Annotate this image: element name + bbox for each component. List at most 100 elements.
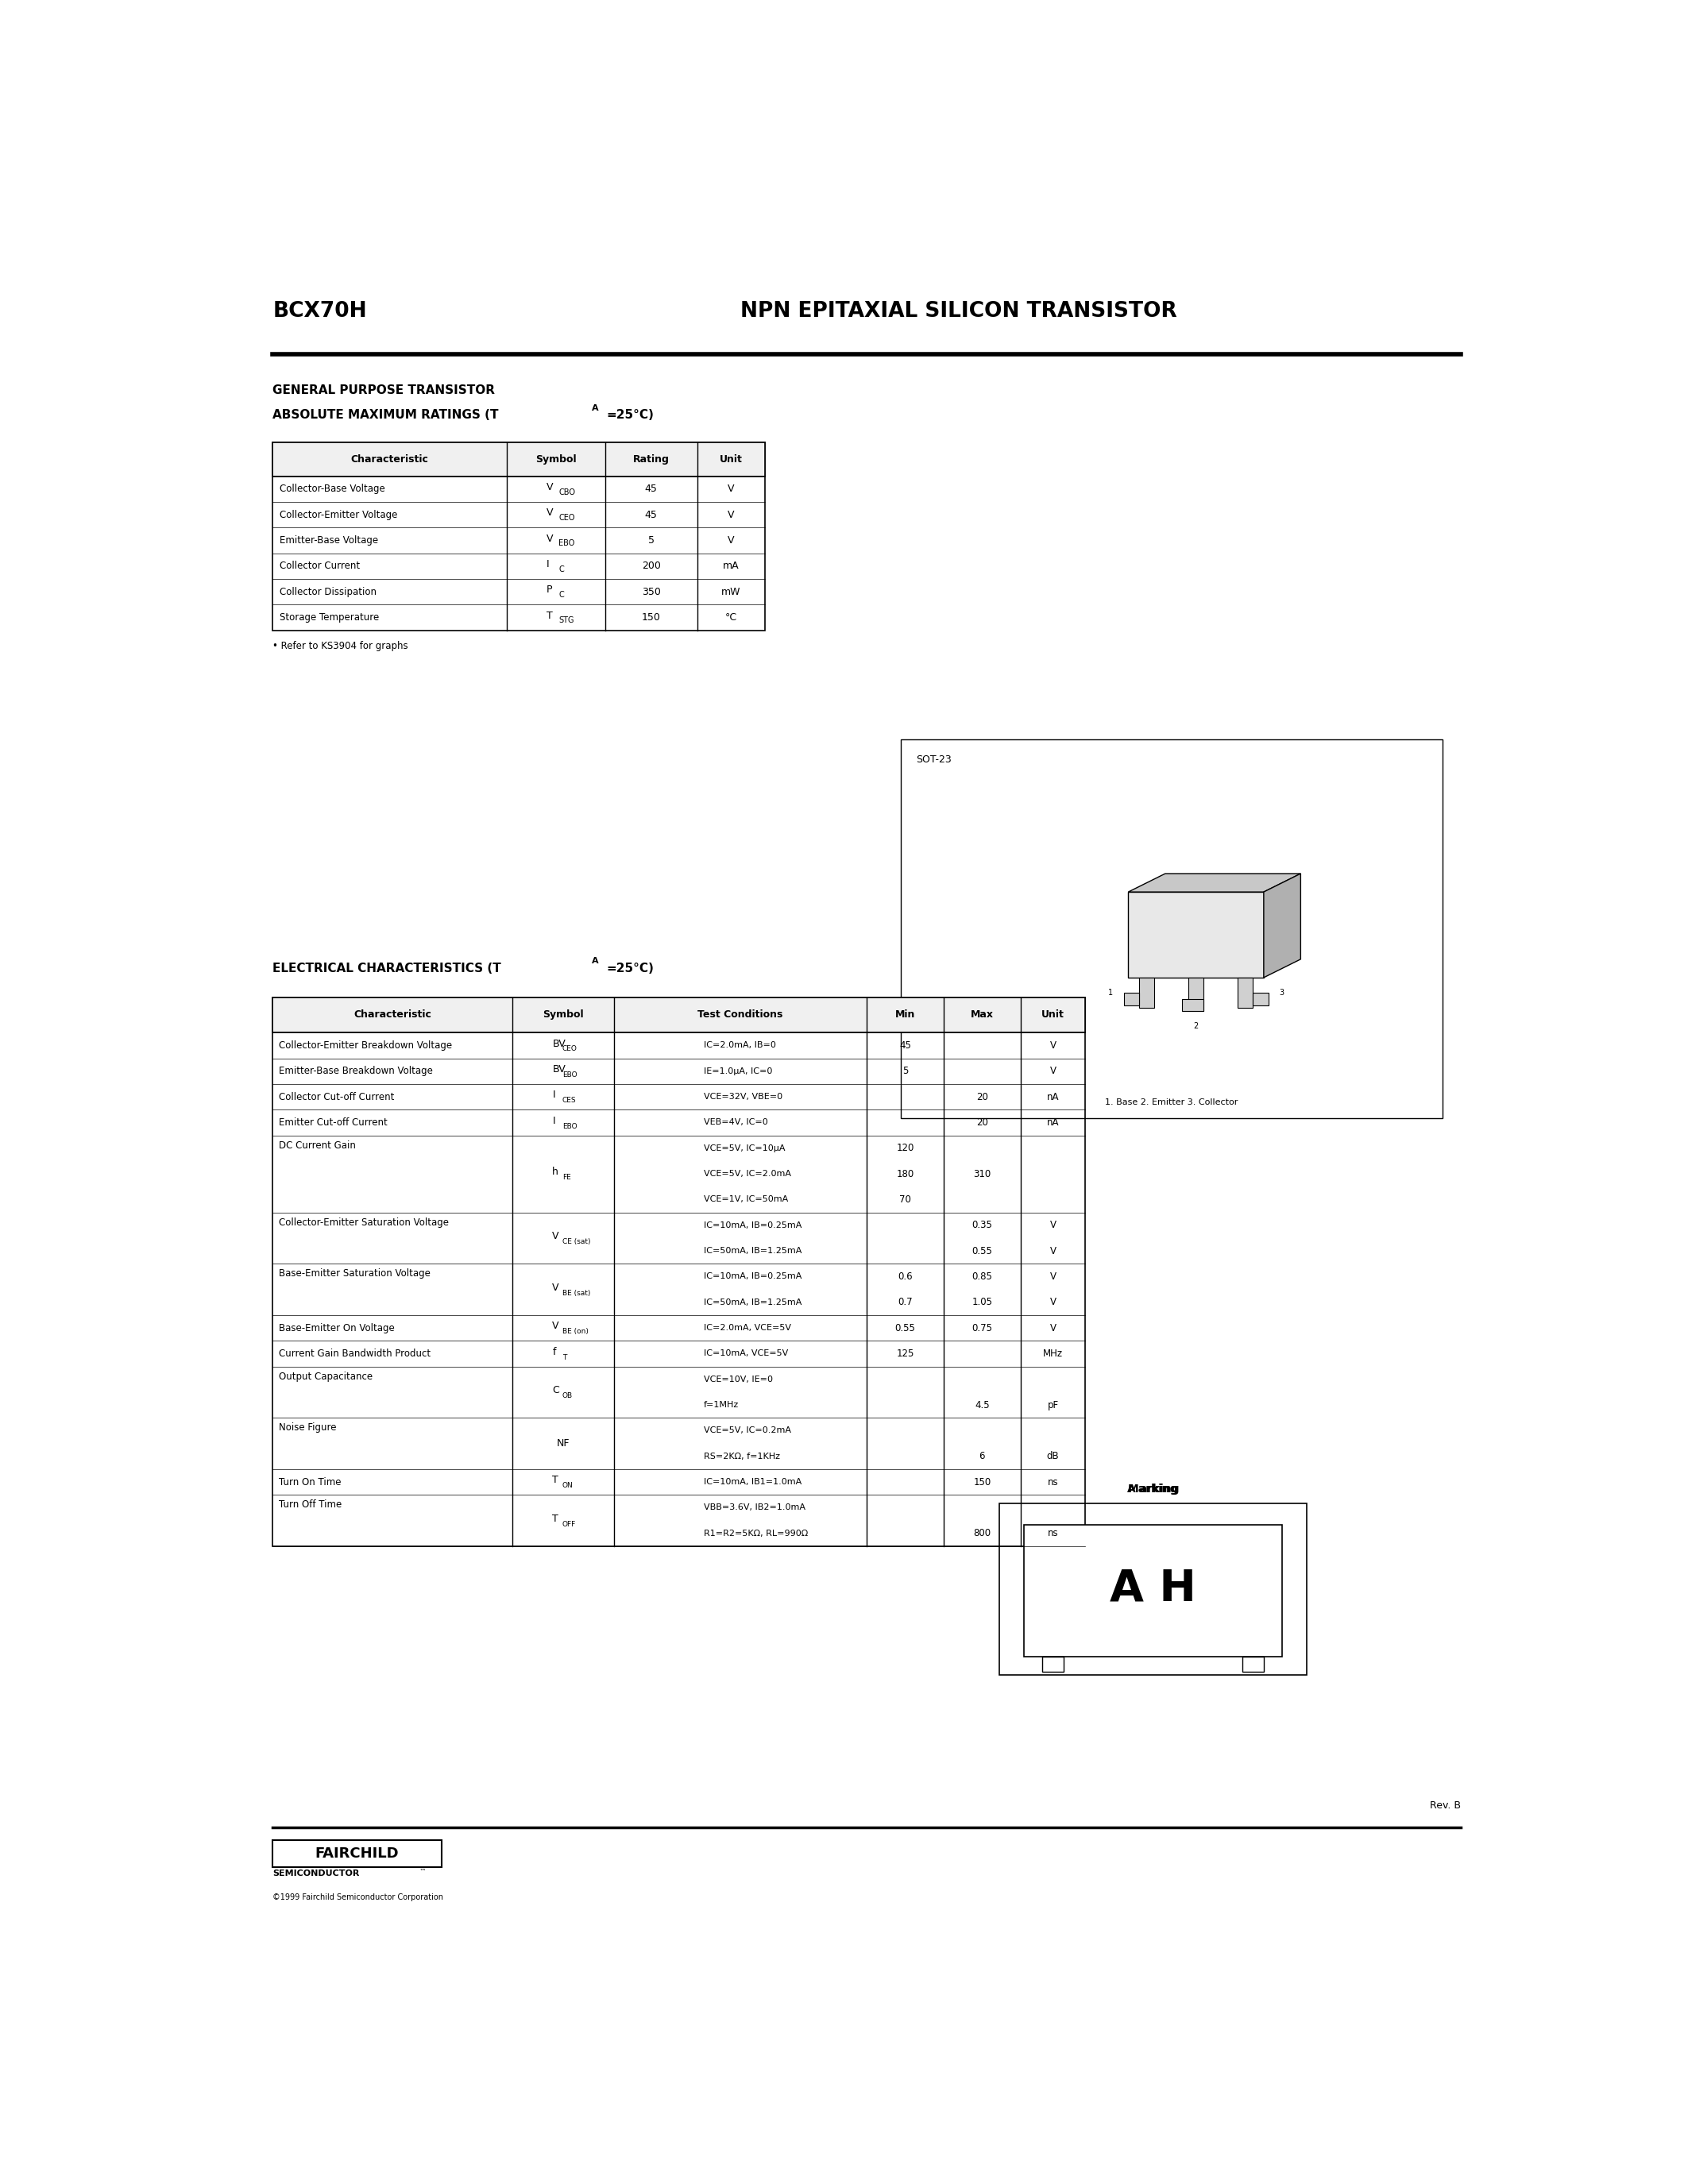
Text: CE (sat): CE (sat) (562, 1238, 591, 1245)
Text: ABSOLUTE MAXIMUM RATINGS (T: ABSOLUTE MAXIMUM RATINGS (T (272, 408, 498, 422)
Bar (999, 1503, 1307, 1675)
Text: C: C (559, 566, 564, 572)
Text: h: h (552, 1166, 559, 1177)
Text: 200: 200 (641, 561, 660, 572)
Text: A: A (591, 957, 598, 965)
Text: 800: 800 (974, 1529, 991, 1538)
Text: FE: FE (562, 1175, 571, 1182)
Text: 0.7: 0.7 (898, 1297, 913, 1308)
Bar (272, 443, 765, 476)
Text: EBO: EBO (559, 539, 576, 548)
Text: P: P (547, 585, 552, 594)
Polygon shape (1128, 874, 1301, 891)
Text: Rating: Rating (633, 454, 670, 465)
Text: 0.55: 0.55 (895, 1324, 915, 1332)
Text: V: V (552, 1232, 559, 1241)
Text: 310: 310 (974, 1168, 991, 1179)
Text: f: f (552, 1348, 555, 1356)
Text: 20: 20 (976, 1118, 987, 1127)
Text: VEB=4V, IC=0: VEB=4V, IC=0 (704, 1118, 768, 1127)
Text: NPN EPITAXIAL SILICON TRANSISTOR: NPN EPITAXIAL SILICON TRANSISTOR (741, 301, 1177, 321)
Text: I: I (552, 1090, 555, 1101)
Polygon shape (1264, 874, 1301, 978)
Text: VCE=5V, IC=0.2mA: VCE=5V, IC=0.2mA (704, 1426, 792, 1435)
Text: 0.75: 0.75 (972, 1324, 993, 1332)
Text: T: T (552, 1474, 559, 1485)
Text: Base-Emitter On Voltage: Base-Emitter On Voltage (279, 1324, 395, 1332)
Text: 0.6: 0.6 (898, 1271, 913, 1282)
Bar (272, 998, 1085, 1546)
Text: Rev. B: Rev. B (1430, 1800, 1460, 1811)
Text: ©1999 Fairchild Semiconductor Corporation: ©1999 Fairchild Semiconductor Corporatio… (272, 1894, 444, 1902)
Text: Unit: Unit (1041, 1009, 1065, 1020)
Text: Unit: Unit (719, 454, 743, 465)
Bar (900, 738, 1442, 1118)
Text: V: V (1050, 1324, 1057, 1332)
Bar (1124, 994, 1139, 1005)
Text: Collector-Emitter Breakdown Voltage: Collector-Emitter Breakdown Voltage (279, 1040, 452, 1051)
Text: EBO: EBO (562, 1123, 577, 1129)
Text: pF: pF (1047, 1400, 1058, 1411)
Text: ™: ™ (419, 1867, 425, 1876)
Text: ON: ON (562, 1483, 574, 1489)
Text: Characteristic: Characteristic (351, 454, 429, 465)
Text: 350: 350 (641, 587, 660, 596)
Text: V: V (1050, 1271, 1057, 1282)
Text: 180: 180 (896, 1168, 913, 1179)
Text: 0.85: 0.85 (972, 1271, 993, 1282)
Text: V: V (1050, 1297, 1057, 1308)
Text: 45: 45 (900, 1040, 912, 1051)
Text: V: V (547, 483, 554, 491)
Text: A H: A H (1109, 1568, 1197, 1610)
Text: ns: ns (1048, 1476, 1058, 1487)
Bar (272, 998, 1085, 1033)
Bar (1041, 1655, 1063, 1671)
Bar (1182, 998, 1204, 1011)
Text: Collector Current: Collector Current (280, 561, 360, 572)
Text: BCX70H: BCX70H (272, 301, 366, 321)
Text: VCE=10V, IE=0: VCE=10V, IE=0 (704, 1376, 773, 1382)
Bar (1188, 978, 1204, 1011)
Text: CEO: CEO (562, 1046, 577, 1053)
Text: Symbol: Symbol (535, 454, 576, 465)
Text: 20: 20 (976, 1092, 987, 1103)
Text: 120: 120 (896, 1142, 913, 1153)
Bar (272, 998, 1085, 1033)
Text: IC=50mA, IB=1.25mA: IC=50mA, IB=1.25mA (704, 1247, 802, 1256)
Text: 1.05: 1.05 (972, 1297, 993, 1308)
Polygon shape (1128, 891, 1264, 978)
Text: NF: NF (557, 1439, 571, 1448)
Text: 45: 45 (645, 509, 658, 520)
Bar (1023, 1524, 1283, 1655)
Text: Collector-Base Voltage: Collector-Base Voltage (280, 485, 385, 494)
Text: nA: nA (1047, 1118, 1058, 1127)
Text: dB: dB (1047, 1450, 1058, 1461)
Text: 150: 150 (641, 612, 660, 622)
Text: IC=2.0mA, IB=0: IC=2.0mA, IB=0 (704, 1042, 776, 1048)
Text: mW: mW (721, 587, 741, 596)
Text: BV: BV (552, 1037, 565, 1048)
Text: GENERAL PURPOSE TRANSISTOR: GENERAL PURPOSE TRANSISTOR (272, 384, 495, 395)
Text: Base-Emitter Saturation Voltage: Base-Emitter Saturation Voltage (279, 1269, 430, 1280)
Text: Characteristic: Characteristic (354, 1009, 432, 1020)
Text: 0.55: 0.55 (972, 1245, 993, 1256)
Text: Min: Min (895, 1009, 915, 1020)
Text: V: V (728, 485, 734, 494)
Text: ELECTRICAL CHARACTERISTICS (T: ELECTRICAL CHARACTERISTICS (T (272, 963, 501, 974)
Text: VCE=5V, IC=2.0mA: VCE=5V, IC=2.0mA (704, 1171, 792, 1177)
Text: Symbol: Symbol (544, 1009, 584, 1020)
Text: Emitter-Base Voltage: Emitter-Base Voltage (280, 535, 378, 546)
Text: 1. Base 2. Emitter 3. Collector: 1. Base 2. Emitter 3. Collector (1106, 1099, 1237, 1105)
Text: 150: 150 (974, 1476, 991, 1487)
Bar (1242, 1655, 1264, 1671)
Text: DC Current Gain: DC Current Gain (279, 1140, 356, 1151)
Bar (1252, 994, 1268, 1005)
Text: IE=1.0μA, IC=0: IE=1.0μA, IC=0 (704, 1068, 771, 1075)
Text: 0.35: 0.35 (972, 1221, 993, 1230)
Text: R1=R2=5KΩ, RL=990Ω: R1=R2=5KΩ, RL=990Ω (704, 1529, 809, 1538)
Text: Turn Off Time: Turn Off Time (279, 1500, 341, 1509)
Text: V: V (1050, 1040, 1057, 1051)
Text: 5: 5 (648, 535, 655, 546)
Text: Emitter-Base Breakdown Voltage: Emitter-Base Breakdown Voltage (279, 1066, 432, 1077)
Text: ns: ns (1048, 1529, 1058, 1538)
